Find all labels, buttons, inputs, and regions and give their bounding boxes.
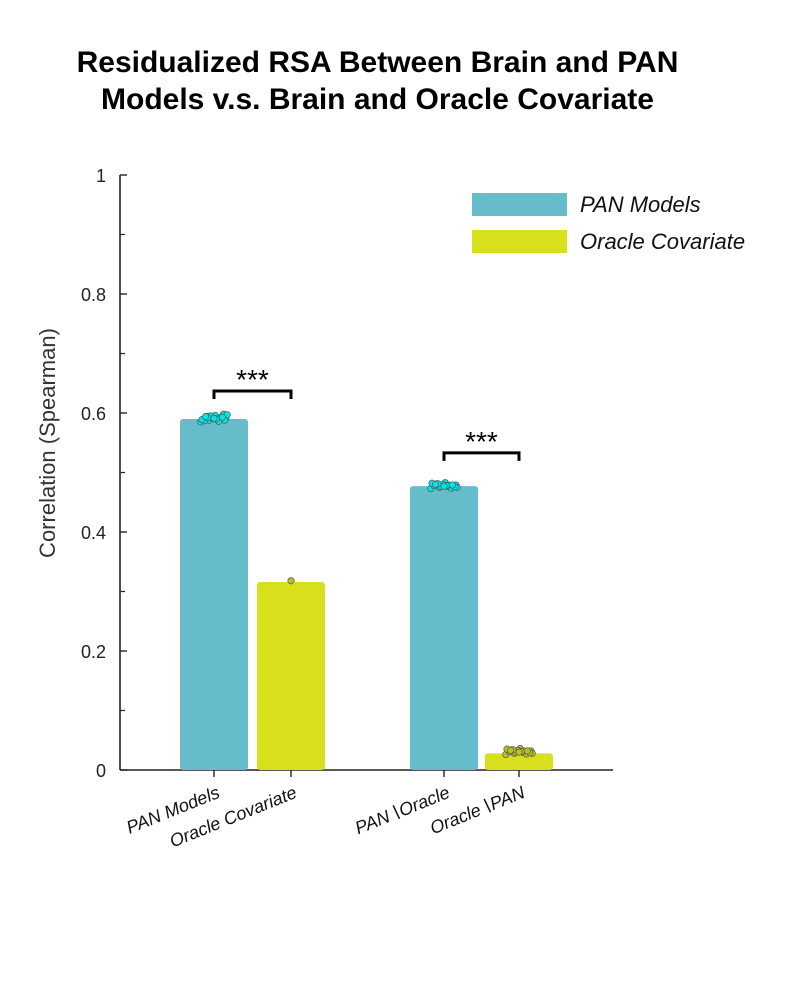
- legend: PAN Models Oracle Covariate: [472, 192, 745, 254]
- bar: [257, 581, 325, 770]
- significance-label: ***: [236, 364, 269, 395]
- significance-bracket: [212, 389, 293, 399]
- significance-bracket: [442, 451, 521, 461]
- y-tick-label: 0: [96, 761, 106, 781]
- data-point: [507, 746, 515, 754]
- bars: [180, 418, 553, 770]
- y-tick-label: 0.6: [81, 404, 106, 424]
- y-tick-label: 0.8: [81, 285, 106, 305]
- x-tick-label: Oracle Covariate: [167, 782, 300, 851]
- significance-brackets: *** ***: [212, 364, 521, 461]
- chart-title-line-1: Residualized RSA Between Brain and PAN: [76, 46, 679, 79]
- data-point: [210, 414, 218, 422]
- y-tick-label: 0.4: [81, 523, 106, 543]
- data-point: [432, 480, 440, 488]
- legend-swatch: [472, 193, 567, 216]
- data-point: [448, 481, 456, 489]
- data-point: [218, 413, 226, 421]
- axes: 0 0.2 0.4 0.6 0.8 1: [81, 166, 613, 781]
- data-point: [202, 413, 210, 421]
- data-point: [515, 748, 523, 756]
- legend-label: Oracle Covariate: [580, 229, 745, 254]
- significance-label: ***: [465, 426, 498, 457]
- data-point: [440, 482, 448, 490]
- bar: [180, 418, 248, 770]
- y-axis-label: Correlation (Spearman): [35, 328, 60, 558]
- bar: [485, 753, 553, 770]
- y-tick-label: 0.2: [81, 642, 106, 662]
- legend-label: PAN Models: [580, 192, 701, 217]
- chart-title: Residualized RSA Between Brain and PAN M…: [0, 44, 755, 118]
- legend-swatch: [472, 230, 567, 253]
- bar: [410, 486, 478, 770]
- data-point: [523, 747, 531, 755]
- data-point: [287, 577, 295, 585]
- y-tick-label: 1: [96, 166, 106, 186]
- chart-title-line-2: Models v.s. Brain and Oracle Covariate: [101, 83, 654, 116]
- data-points: [197, 410, 536, 759]
